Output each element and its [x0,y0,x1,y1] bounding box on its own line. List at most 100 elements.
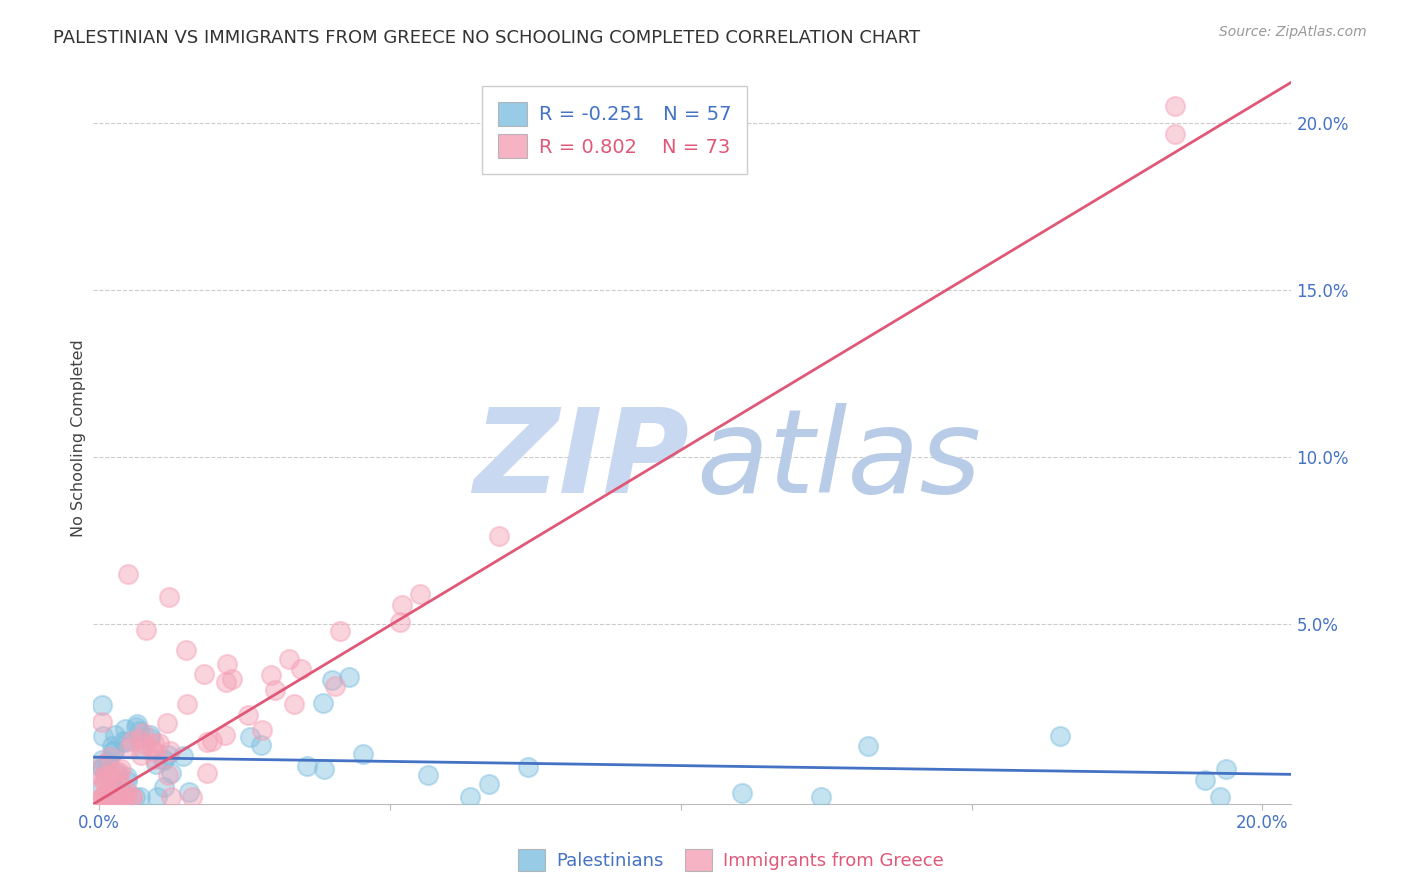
Point [179,785,201,799]
Point [135,624,157,638]
Point [221,673,243,687]
Text: atlas: atlas [696,403,981,517]
Point [250,723,273,737]
Point [1209,790,1232,805]
Point [129,790,152,805]
Point [103,744,125,758]
Point [321,673,343,688]
Point [236,707,259,722]
Point [329,624,352,638]
Point [98,771,121,785]
Point [129,747,152,762]
Point [181,790,204,805]
Point [115,774,138,789]
Point [143,745,166,759]
Point [856,739,879,754]
Point [172,748,194,763]
Point [478,777,501,791]
Y-axis label: No Schooling Completed: No Schooling Completed [72,340,86,537]
Point [195,735,218,749]
Point [260,668,283,682]
Point [105,765,128,780]
Point [156,716,179,731]
Point [91,790,114,805]
Point [516,760,538,774]
Point [117,566,139,581]
Point [100,790,122,805]
Point [143,752,166,766]
Point [115,783,138,797]
Point [731,786,754,800]
Point [391,598,413,612]
Point [249,738,271,752]
Point [91,790,114,805]
Point [124,790,146,805]
Point [157,590,180,604]
Point [107,790,129,805]
Point [195,765,218,780]
Point [139,731,162,745]
Point [314,762,336,776]
Point [104,783,127,797]
Point [104,728,127,742]
Point [101,790,124,805]
Point [409,587,432,601]
Point [239,730,262,744]
Point [90,760,112,774]
Point [152,754,174,768]
Point [174,643,197,657]
Point [97,755,120,769]
Point [114,722,136,736]
Point [458,790,481,805]
Point [96,790,118,805]
Point [94,775,117,789]
Point [132,726,155,740]
Point [134,737,156,751]
Point [111,734,134,748]
Point [91,729,114,743]
Point [264,683,287,698]
Point [121,734,143,748]
Point [98,749,121,764]
Point [91,761,114,775]
Point [142,736,165,750]
Point [108,764,131,779]
Point [156,768,179,782]
Point [131,740,153,755]
Point [118,741,141,756]
Point [104,790,127,805]
Point [104,790,127,805]
Text: PALESTINIAN VS IMMIGRANTS FROM GREECE NO SCHOOLING COMPLETED CORRELATION CHART: PALESTINIAN VS IMMIGRANTS FROM GREECE NO… [53,29,921,46]
Point [108,770,131,784]
Point [101,739,124,753]
Point [97,781,120,796]
Point [121,790,143,805]
Point [91,698,114,712]
Point [352,747,374,761]
Point [148,736,170,750]
Point [115,790,138,805]
Point [90,715,112,730]
Text: Source: ZipAtlas.com: Source: ZipAtlas.com [1219,25,1367,39]
Point [110,778,132,792]
Point [290,662,312,676]
Point [103,743,125,757]
Point [114,735,136,749]
Point [1164,99,1187,113]
Point [128,724,150,739]
Point [94,768,117,782]
Point [214,727,236,741]
Point [91,753,114,767]
Point [295,759,318,773]
Point [1194,773,1216,788]
Point [94,790,117,805]
Point [389,615,412,629]
Point [115,770,138,784]
Legend: Palestinians, Immigrants from Greece: Palestinians, Immigrants from Greece [512,842,950,879]
Point [97,790,120,805]
Point [160,765,183,780]
Point [91,757,114,772]
Point [145,756,167,771]
Point [176,697,198,711]
Point [1164,127,1187,141]
